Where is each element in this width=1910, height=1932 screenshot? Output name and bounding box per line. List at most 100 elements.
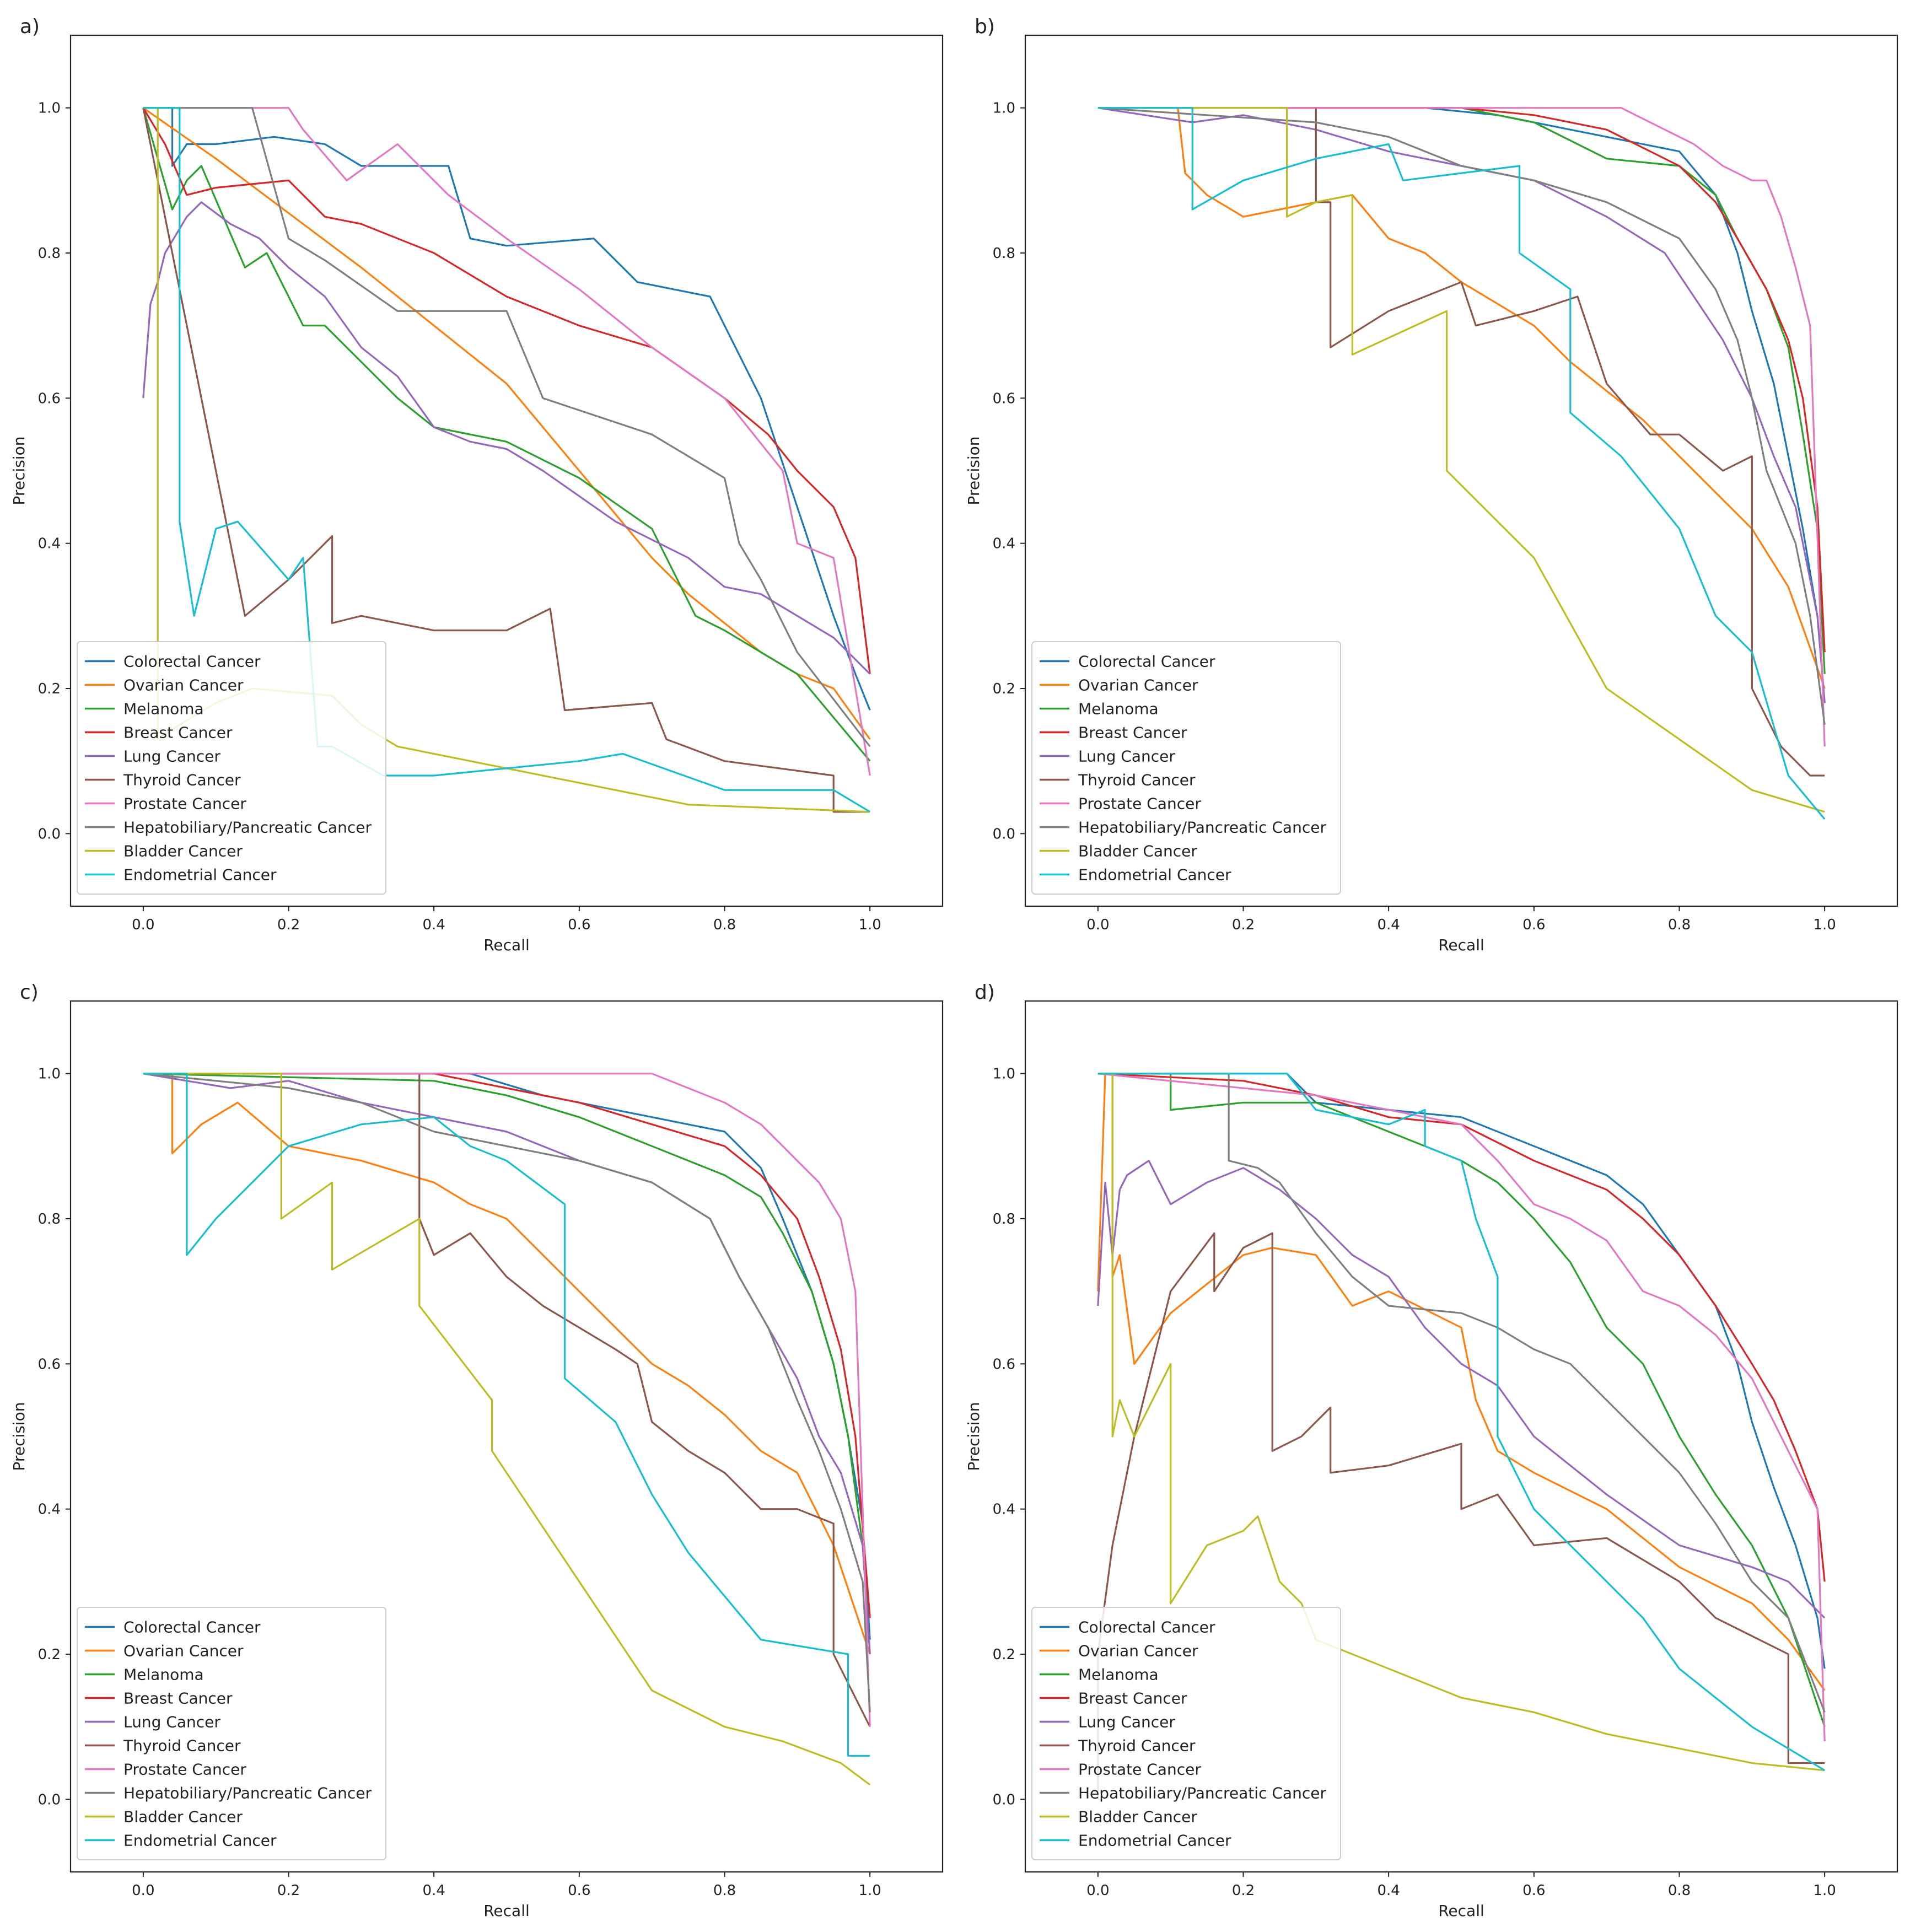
x-axis-title: Recall xyxy=(483,936,530,954)
series-lines xyxy=(1097,1073,1826,1800)
x-tick-label: 0.6 xyxy=(568,917,590,933)
y-tick-label: 0.6 xyxy=(993,1356,1015,1373)
x-axis-title: Recall xyxy=(483,1902,530,1920)
y-tick-label: 0.8 xyxy=(38,1211,61,1228)
series-line-bladder-cancer xyxy=(1097,1073,1825,1772)
x-tick-label: 0.4 xyxy=(422,917,445,933)
legend-label: Colorectal Cancer xyxy=(123,1618,261,1637)
series-line-hepatobiliary-pancreatic-cancer xyxy=(143,1073,871,1713)
legend-label: Thyroid Cancer xyxy=(1078,771,1196,789)
series-line-endometrial-cancer xyxy=(1097,1073,1826,1772)
x-tick-label: 0.8 xyxy=(713,1882,736,1899)
series-line-prostate-cancer xyxy=(143,1073,871,1727)
legend-label: Ovarian Cancer xyxy=(1078,1642,1198,1660)
series-line-melanoma xyxy=(1097,1073,1826,1728)
legend-label: Prostate Cancer xyxy=(1078,1761,1201,1779)
y-tick-label: 0.2 xyxy=(38,1646,61,1663)
legend-label: Breast Cancer xyxy=(123,1689,233,1708)
series-line-thyroid-cancer xyxy=(1097,1232,1825,1800)
y-tick-label: 0.8 xyxy=(993,245,1015,262)
panel-c: c) 0.0 0.2 0.4 0.6 0.8 1.0 0.0 0.2 0.4 0.6 0.8 1.0 Re… xyxy=(10,981,944,1920)
legend-label: Prostate Cancer xyxy=(123,795,246,813)
x-tick-label: 0.4 xyxy=(1377,1882,1400,1899)
x-tick-label: 0.2 xyxy=(277,917,300,933)
series-line-lung-cancer xyxy=(1097,107,1826,703)
x-tick-label: 1.0 xyxy=(1813,917,1836,933)
legend: Colorectal Cancer Ovarian Cancer Melanoma B… xyxy=(1031,1607,1341,1860)
series-line-breast-cancer xyxy=(142,107,871,674)
plot-frame xyxy=(69,34,944,907)
legend-label: Ovarian Cancer xyxy=(123,676,244,695)
series-line-thyroid-cancer xyxy=(143,1073,871,1728)
y-tick-label: 1.0 xyxy=(38,100,61,117)
y-tick-label: 0.4 xyxy=(993,536,1015,552)
series-line-hepatobiliary-pancreatic-cancer xyxy=(143,107,871,747)
plot-frame xyxy=(1024,1000,1898,1873)
x-tick-label: 0.6 xyxy=(1522,917,1545,933)
legend-box xyxy=(1031,1607,1341,1860)
legend-label: Lung Cancer xyxy=(1078,1713,1175,1731)
x-tick-label: 0.6 xyxy=(1522,1882,1545,1899)
panel-b: b) 0.0 0.2 0.4 0.6 0.8 1.0 0.0 0.2 0.4 0.6 0.8 1.0 Re… xyxy=(965,15,1898,954)
legend-label: Thyroid Cancer xyxy=(123,771,241,789)
panel-letter: d) xyxy=(975,981,995,1004)
legend-label: Breast Cancer xyxy=(123,724,233,742)
series-line-thyroid-cancer xyxy=(1097,107,1825,777)
legend-label: Endometrial Cancer xyxy=(123,1832,277,1850)
legend-label: Melanoma xyxy=(123,1666,204,1684)
series-line-bladder-cancer xyxy=(1097,107,1825,813)
legend-label: Bladder Cancer xyxy=(123,1808,243,1826)
legend-label: Breast Cancer xyxy=(1078,1689,1187,1708)
series-line-endometrial-cancer xyxy=(143,1073,870,1757)
series-lines xyxy=(1097,107,1826,820)
y-tick-label: 0.2 xyxy=(993,1646,1015,1663)
series-line-ovarian-cancer xyxy=(142,107,871,740)
legend-label: Bladder Cancer xyxy=(1078,1808,1197,1826)
y-axis-title: Precision xyxy=(10,1402,28,1471)
legend-label: Colorectal Cancer xyxy=(1078,1618,1215,1637)
panel-letter: a) xyxy=(20,15,40,38)
legend-label: Endometrial Cancer xyxy=(1078,1832,1231,1850)
series-line-breast-cancer xyxy=(1097,1073,1826,1582)
y-axis-title: Precision xyxy=(965,437,983,505)
x-tick-label: 0.6 xyxy=(568,1882,590,1899)
x-tick-label: 0.8 xyxy=(1668,1882,1691,1899)
y-axis-title: Precision xyxy=(965,1402,983,1471)
plot-frame xyxy=(1024,34,1898,907)
series-line-breast-cancer xyxy=(143,1073,871,1618)
legend-label: Prostate Cancer xyxy=(1078,795,1201,813)
legend-label: Melanoma xyxy=(1078,1666,1159,1684)
x-tick-label: 0.8 xyxy=(713,917,736,933)
panel-letter: b) xyxy=(975,15,995,38)
x-tick-label: 0.2 xyxy=(277,1882,300,1899)
y-tick-label: 0.6 xyxy=(38,390,61,407)
legend: Colorectal Cancer Ovarian Cancer Melanoma B… xyxy=(77,641,386,895)
series-line-prostate-cancer xyxy=(1097,107,1826,747)
legend-label: Melanoma xyxy=(1078,700,1159,718)
x-tick-label: 0.0 xyxy=(1086,917,1109,933)
series-line-endometrial-cancer xyxy=(1097,107,1826,820)
legend-label: Ovarian Cancer xyxy=(123,1642,244,1660)
x-tick-label: 0.0 xyxy=(132,917,154,933)
legend-label: Endometrial Cancer xyxy=(1078,866,1231,884)
y-tick-label: 0.0 xyxy=(38,826,61,842)
y-tick-label: 1.0 xyxy=(993,100,1015,117)
x-tick-label: 1.0 xyxy=(858,1882,881,1899)
y-tick-label: 0.4 xyxy=(993,1502,1015,1518)
legend-label: Hepatobiliary/Pancreatic Cancer xyxy=(123,1784,372,1802)
legend-label: Hepatobiliary/Pancreatic Cancer xyxy=(123,819,372,837)
y-tick-label: 0.8 xyxy=(993,1211,1015,1228)
x-tick-label: 0.2 xyxy=(1232,1882,1255,1899)
legend-label: Breast Cancer xyxy=(1078,724,1187,742)
legend-label: Bladder Cancer xyxy=(123,842,243,860)
legend-label: Lung Cancer xyxy=(123,1713,220,1731)
series-line-lung-cancer xyxy=(1097,1160,1826,1619)
x-tick-label: 0.0 xyxy=(1086,1882,1109,1899)
y-tick-label: 0.2 xyxy=(993,681,1015,697)
plot-frame xyxy=(69,1000,944,1873)
x-tick-label: 0.8 xyxy=(1668,917,1691,933)
y-tick-label: 0.6 xyxy=(993,390,1015,407)
x-tick-label: 1.0 xyxy=(1813,1882,1836,1899)
legend-label: Hepatobiliary/Pancreatic Cancer xyxy=(1078,1784,1326,1802)
